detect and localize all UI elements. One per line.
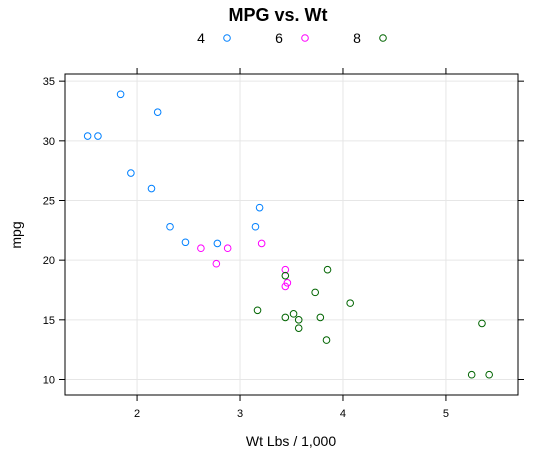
legend-marker xyxy=(379,34,387,42)
data-point xyxy=(289,310,298,318)
y-tick-label: 30 xyxy=(43,136,55,148)
data-point xyxy=(485,370,493,379)
data-point xyxy=(346,299,354,307)
data-point xyxy=(281,313,290,322)
x-tick-label: 3 xyxy=(237,408,243,420)
series-6 xyxy=(197,239,292,291)
data-point xyxy=(147,184,156,193)
data-point xyxy=(294,324,303,332)
data-point xyxy=(311,288,319,297)
data-point xyxy=(223,244,232,253)
y-tick-label: 10 xyxy=(43,374,55,386)
legend-label: 4 xyxy=(197,30,205,46)
data-point xyxy=(213,239,222,248)
legend: 4 6 8 xyxy=(197,30,387,46)
data-point xyxy=(181,238,190,247)
y-tick-label: 20 xyxy=(43,255,55,267)
data-point xyxy=(316,313,325,322)
y-axis-label: mpg xyxy=(8,221,24,248)
axis-ticks: 2 3 4 5 10 15 20 25 30 35 xyxy=(43,68,524,420)
data-point xyxy=(281,265,290,274)
data-point xyxy=(83,132,92,140)
legend-label: 6 xyxy=(275,30,283,46)
data-point xyxy=(251,222,260,231)
x-tick-label: 2 xyxy=(134,408,140,420)
x-tick-label: 5 xyxy=(443,408,449,420)
y-tick-label: 15 xyxy=(43,315,55,327)
data-point xyxy=(127,169,135,177)
data-point xyxy=(153,108,162,116)
data-point xyxy=(281,271,290,280)
data-point xyxy=(94,132,102,140)
y-tick-label: 25 xyxy=(43,195,55,207)
data-point xyxy=(255,203,264,212)
data-point xyxy=(322,336,331,344)
y-tick-label: 35 xyxy=(43,76,55,88)
data-point xyxy=(212,259,221,268)
data-point xyxy=(283,279,292,287)
data-point xyxy=(116,90,125,99)
legend-marker xyxy=(301,34,309,42)
legend-label: 8 xyxy=(353,30,361,46)
data-point xyxy=(253,306,262,315)
grid xyxy=(65,74,518,395)
data-point xyxy=(323,265,332,274)
data-point xyxy=(197,244,205,253)
plot-frame xyxy=(64,73,519,396)
data-point xyxy=(294,316,303,324)
x-tick-label: 4 xyxy=(340,408,346,420)
x-axis-label: Wt Lbs / 1,000 xyxy=(246,433,336,449)
series-4 xyxy=(83,90,264,248)
data-point xyxy=(257,239,266,248)
data-point xyxy=(478,319,486,328)
legend-marker xyxy=(223,34,231,42)
chart-title: MPG vs. Wt xyxy=(228,5,327,25)
data-point xyxy=(467,370,476,379)
series-8 xyxy=(253,265,493,379)
data-point xyxy=(166,222,174,231)
data-points xyxy=(83,90,493,379)
